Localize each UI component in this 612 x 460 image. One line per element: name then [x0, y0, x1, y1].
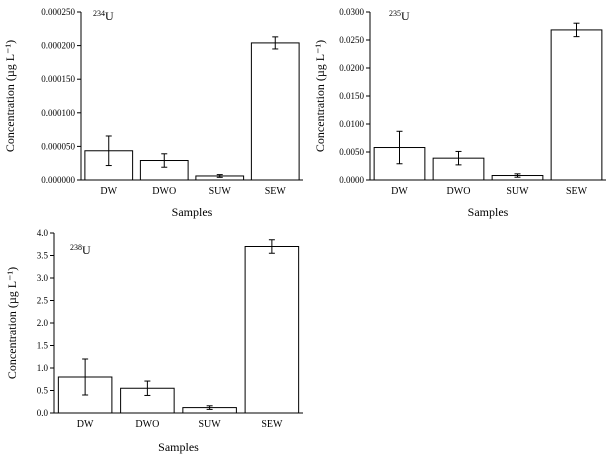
y-tick-label: 2.5: [37, 296, 49, 306]
y-tick-label: 0.0: [37, 408, 49, 418]
y-tick-label: 0.000250: [41, 7, 75, 17]
y-tick-label: 0.0150: [339, 91, 364, 101]
y-tick-label: 0.0000: [339, 175, 364, 185]
y-tick-label: 0.0100: [339, 119, 364, 129]
y-axis-title: Concentration (µg L⁻¹): [3, 40, 17, 152]
isotope-symbol: U: [401, 9, 410, 23]
category-label: SEW: [566, 186, 588, 197]
bar-sew: [550, 29, 603, 181]
isotope-mass-number: 235: [389, 9, 401, 18]
isotope-annotation: 238U: [70, 243, 91, 257]
isotope-mass-number: 238: [70, 243, 82, 252]
y-axis-title: Concentration (µg L⁻¹): [5, 267, 19, 379]
category-label: DWO: [135, 419, 159, 430]
x-axis-title: Samples: [158, 440, 199, 454]
isotope-annotation: 234U: [93, 9, 114, 23]
category-label: SUW: [209, 186, 232, 197]
isotope-symbol: U: [105, 9, 114, 23]
y-tick-label: 3.0: [37, 273, 49, 283]
y-tick-label: 0.5: [37, 386, 49, 396]
category-label: DW: [77, 419, 94, 430]
category-label: DWO: [152, 186, 176, 197]
category-label: DWO: [447, 186, 471, 197]
y-tick-label: 0.0050: [339, 147, 364, 157]
bar-sew: [244, 246, 300, 414]
chart-panel-3: 0.0 0.5 1.0 1.5 2.0 2.5 3.0 3.5 4.0 DW DWO SUW SEW Sa…: [5, 228, 303, 454]
category-label: SEW: [265, 186, 287, 197]
isotope-mass-number: 234: [93, 9, 105, 18]
isotope-annotation: 235U: [389, 9, 410, 23]
y-tick-label: 1.5: [37, 341, 49, 351]
y-tick-label: 0.0200: [339, 63, 364, 73]
chart-panel-1: 0.000000 0.000050 0.000100 0.000150 0.000200…: [3, 7, 303, 219]
category-label: SEW: [261, 419, 283, 430]
y-tick-label: 4.0: [37, 228, 49, 238]
chart-panel-2: 0.0000 0.0050 0.0100 0.0150 0.0200 0.0250 0.03…: [313, 7, 606, 219]
y-tick-label: 3.5: [37, 251, 49, 261]
y-tick-label: 0.000200: [41, 41, 75, 51]
x-axis-title: Samples: [468, 205, 509, 219]
y-axis-title: Concentration (µg L⁻¹): [313, 40, 327, 152]
x-axis-title: Samples: [172, 205, 213, 219]
y-tick-label: 0.000100: [41, 108, 75, 118]
category-label: SUW: [506, 186, 529, 197]
category-label: DW: [391, 186, 408, 197]
y-tick-label: 0.000000: [41, 175, 75, 185]
y-tick-label: 1.0: [37, 363, 49, 373]
category-label: SUW: [199, 419, 222, 430]
bar-sew: [250, 42, 300, 181]
y-tick-label: 0.0250: [339, 35, 364, 45]
y-tick-label: 2.0: [37, 318, 49, 328]
y-tick-label: 0.000150: [41, 74, 75, 84]
isotope-symbol: U: [82, 243, 91, 257]
category-label: DW: [100, 186, 117, 197]
y-tick-label: 0.000050: [41, 141, 75, 151]
y-tick-label: 0.0300: [339, 7, 364, 17]
